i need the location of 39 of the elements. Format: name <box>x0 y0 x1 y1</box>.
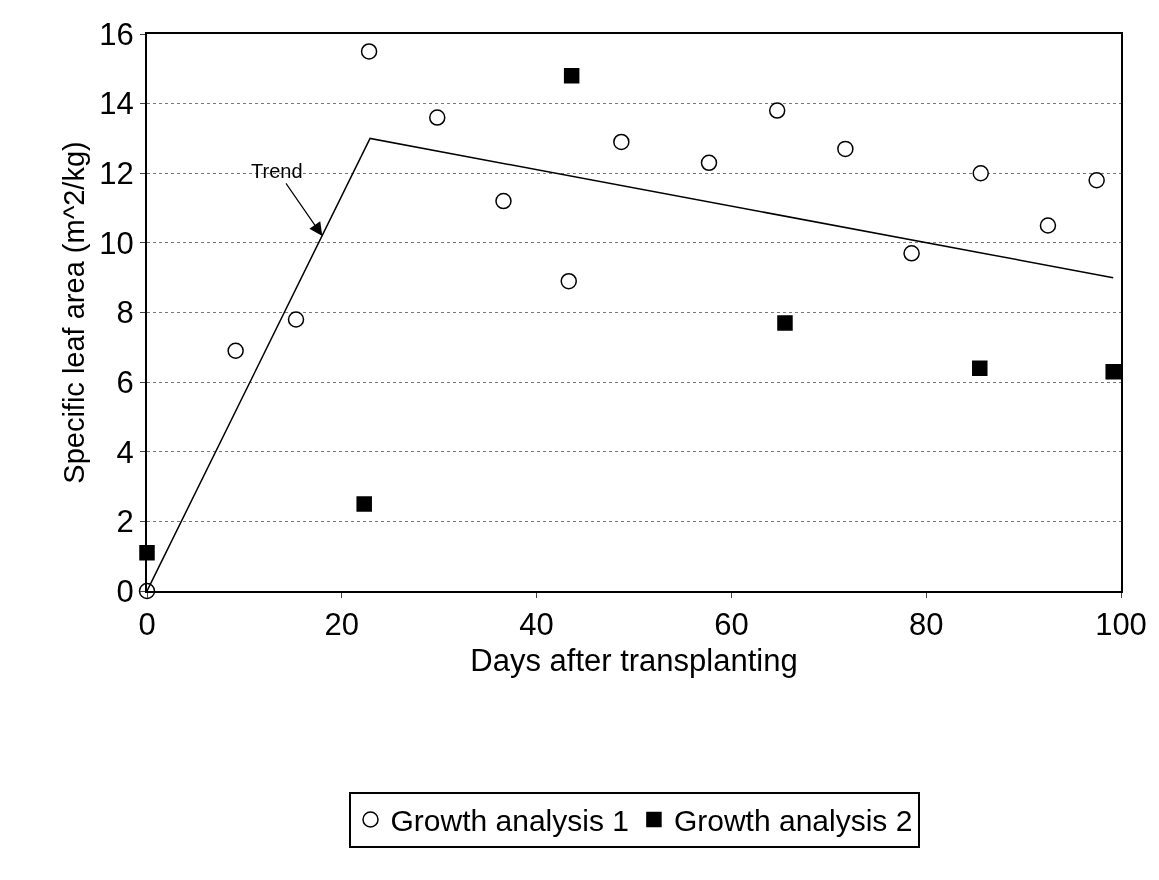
y-tick-label: 14 <box>99 86 134 122</box>
x-axis-title: Days after transplanting <box>470 642 798 678</box>
point <box>1039 217 1057 234</box>
point <box>903 245 920 262</box>
annotation: Trend <box>251 160 303 182</box>
point <box>227 342 244 360</box>
x-tick-label: 20 <box>324 607 360 643</box>
point <box>429 109 446 126</box>
y-tick-label: 8 <box>116 295 134 331</box>
y-tick-label: 2 <box>116 504 134 540</box>
x-tick-label: 40 <box>519 607 554 643</box>
point <box>972 360 988 376</box>
point <box>972 165 989 182</box>
point <box>1105 363 1121 380</box>
y-tick-label: 0 <box>116 573 134 609</box>
x-tick-label: 100 <box>1095 607 1147 643</box>
y-tick-label: 16 <box>99 16 134 52</box>
point <box>613 133 630 151</box>
point <box>560 272 577 290</box>
legend-label: Growth analysis 2 <box>673 804 913 838</box>
point <box>777 315 793 331</box>
point <box>495 192 512 210</box>
point <box>837 140 854 158</box>
x-tick-label: 80 <box>908 607 944 643</box>
y-tick-label: 6 <box>116 364 134 400</box>
x-tick-label: 60 <box>714 607 749 643</box>
point <box>356 496 372 512</box>
y-axis-title: Specific leaf area (m^2/kg) <box>58 141 91 484</box>
y-tick-label: 10 <box>99 225 134 261</box>
point <box>768 102 786 119</box>
y-tick-label: 4 <box>116 434 134 470</box>
point <box>700 154 718 172</box>
point <box>1088 171 1105 189</box>
y-tick-label: 12 <box>99 156 134 192</box>
point <box>287 311 305 328</box>
x-tick-label: 0 <box>138 607 156 643</box>
point <box>563 68 580 84</box>
legend-label: Growth analysis 1 <box>390 804 629 838</box>
point <box>360 43 378 60</box>
